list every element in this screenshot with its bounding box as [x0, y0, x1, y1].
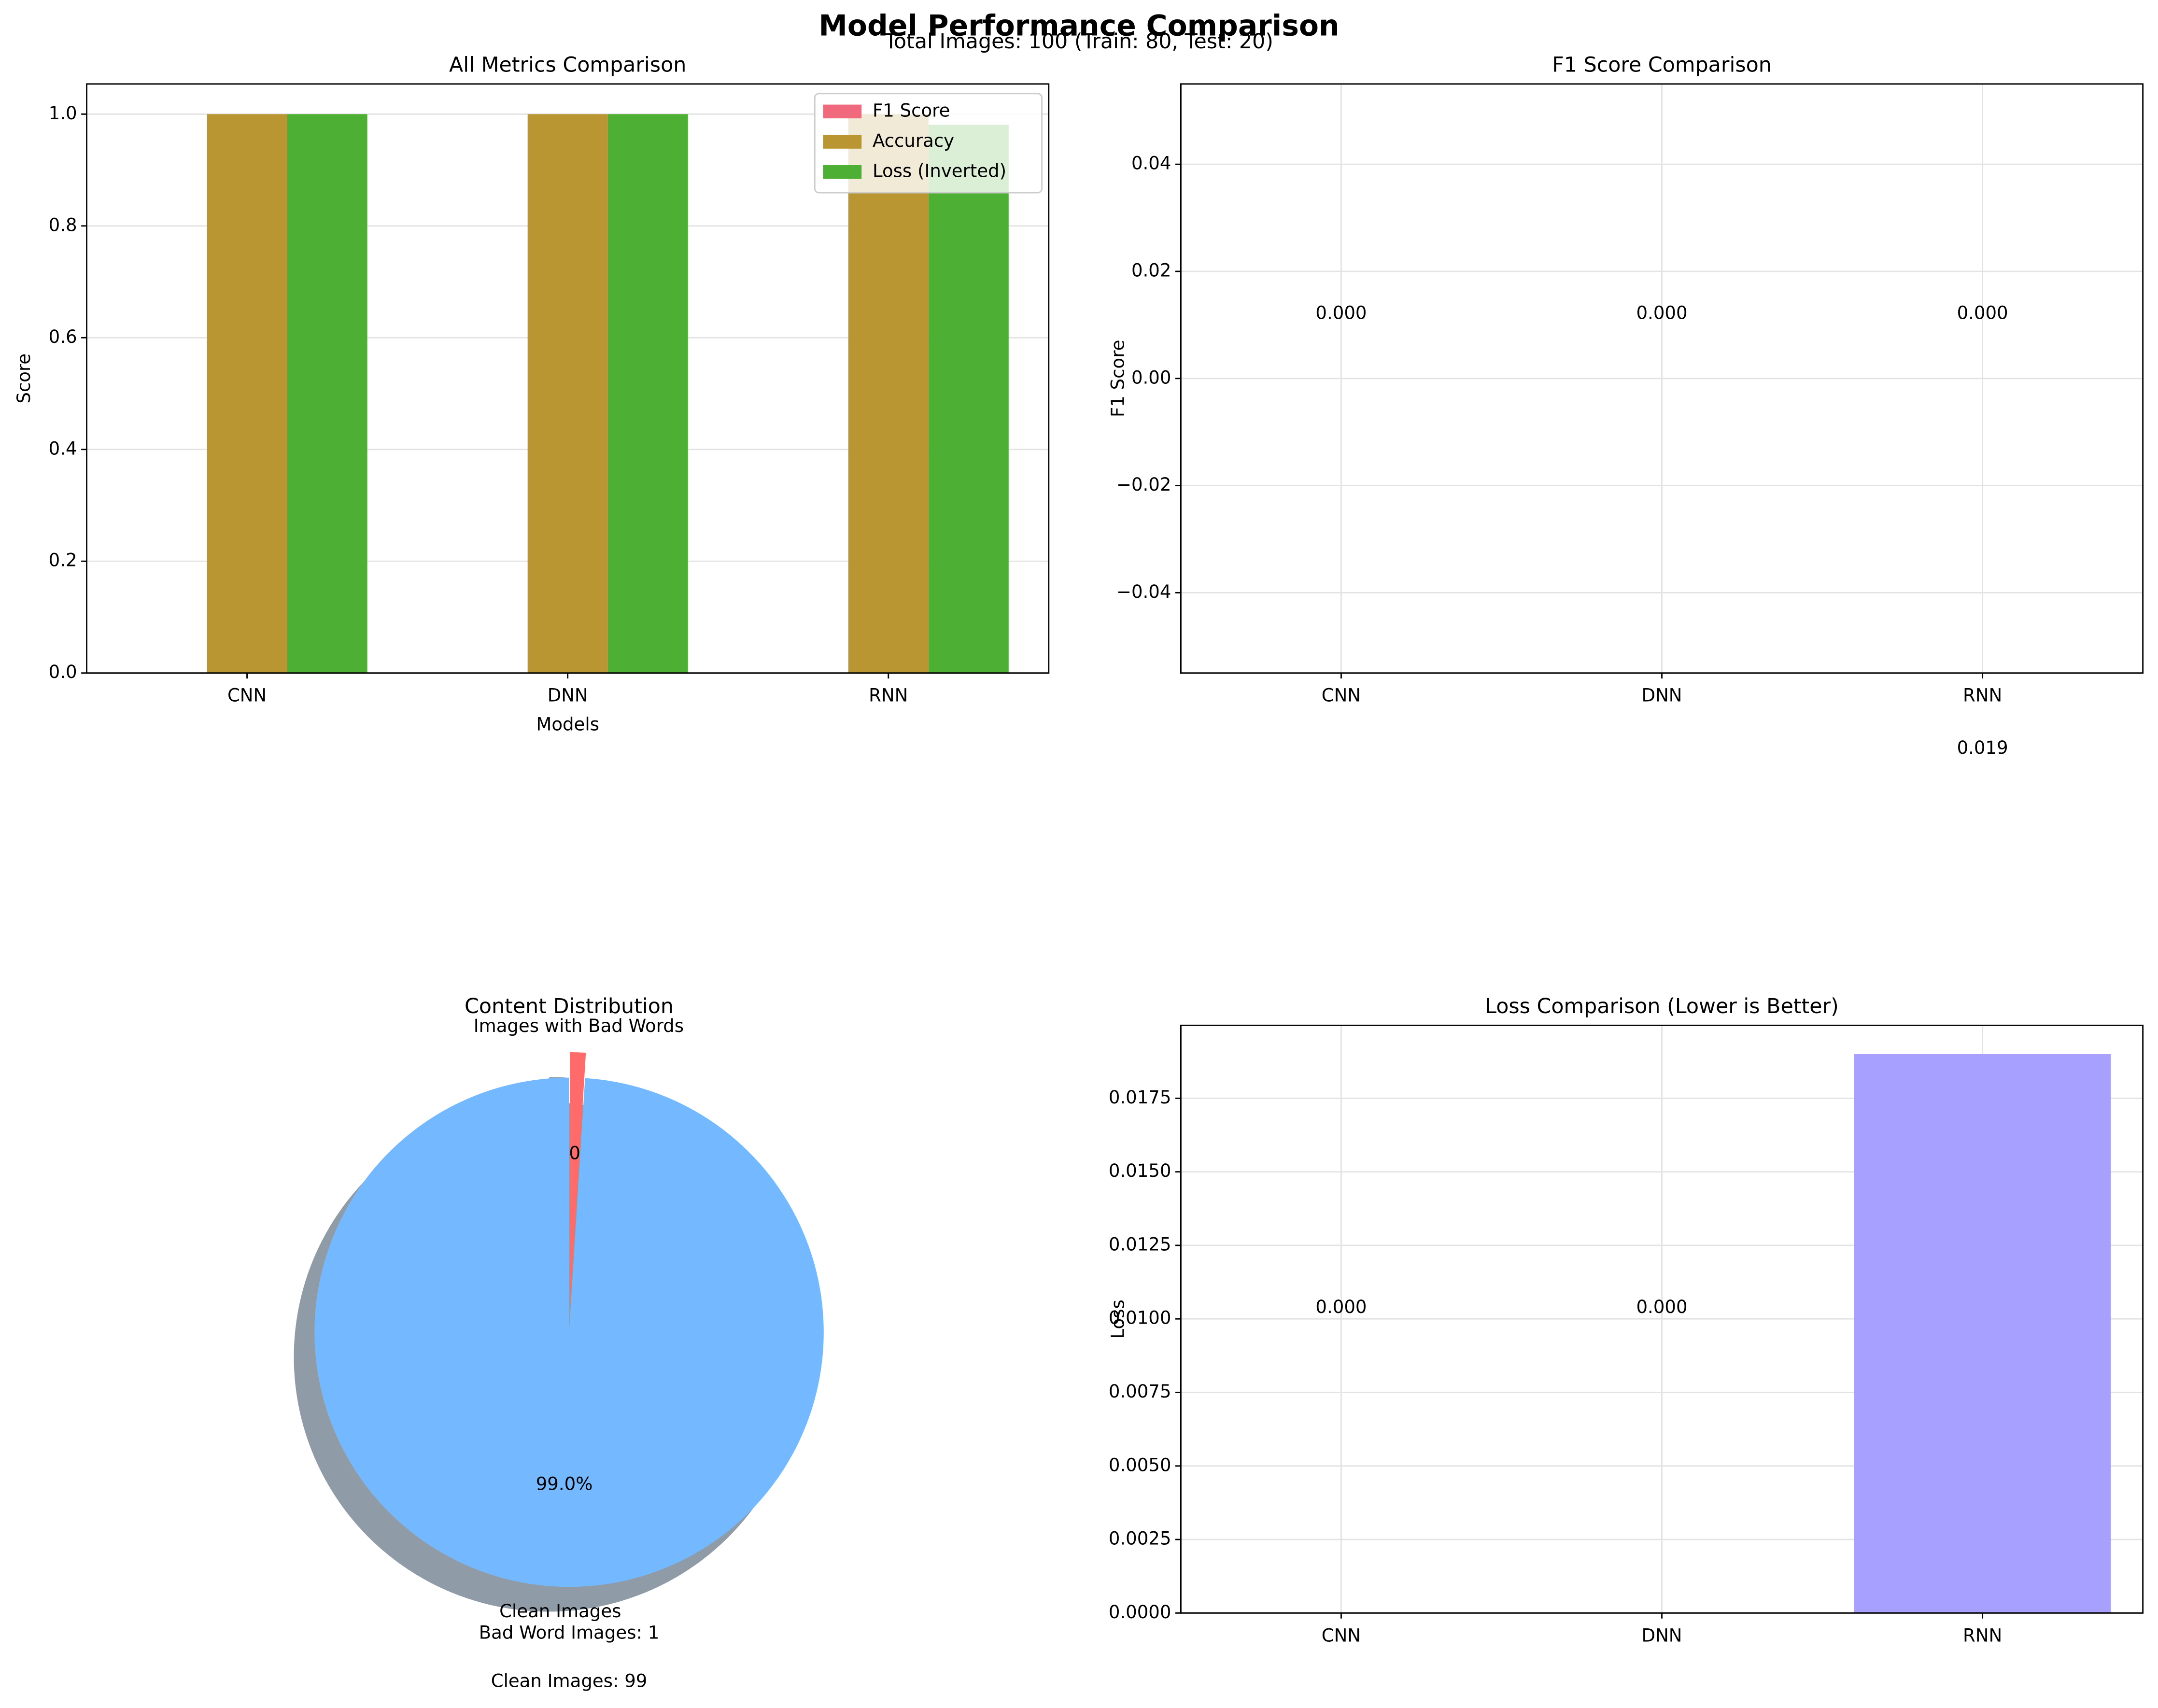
bar — [928, 125, 1009, 673]
y-tick-label: 0.4 — [49, 438, 77, 459]
legend-box — [814, 93, 1043, 194]
value-label: 0.000 — [1636, 1297, 1687, 1317]
legend-label: Accuracy — [873, 130, 954, 151]
wedge-label: Images with Bad Words — [474, 1016, 684, 1036]
legend-swatch — [823, 135, 862, 149]
wedge — [314, 1077, 824, 1587]
x-tick-label: CNN — [227, 685, 267, 706]
value-label: 0.000 — [1957, 303, 2008, 324]
x-tick-label: RNN — [869, 685, 908, 706]
legend-label: F1 Score — [873, 100, 950, 121]
x-tick-label: DNN — [548, 685, 588, 706]
wedge-label: Clean Images — [499, 1601, 621, 1622]
y-tick-label: 0.2 — [49, 550, 77, 571]
y-tick-label: 0.0 — [49, 662, 77, 682]
wedge-pct: 99.0% — [536, 1474, 593, 1495]
y-axis-label: F1 Score — [1108, 340, 1128, 417]
value-label: 0.000 — [1636, 303, 1687, 324]
y-tick-label: 1.0 — [49, 103, 77, 124]
value-label: 0.000 — [1315, 1297, 1367, 1317]
figure-subtitle: Total Images: 100 (Train: 80, Test: 20) — [884, 29, 1273, 54]
y-tick-label: 0.0175 — [1109, 1087, 1171, 1108]
y-tick-label: 0.02 — [1131, 260, 1171, 281]
y-tick-label: 0.00 — [1131, 367, 1171, 388]
axis-title: F1 Score Comparison — [1552, 53, 1772, 77]
axes-frame — [1180, 1024, 2144, 1614]
y-tick-label: 0.6 — [49, 326, 77, 347]
bar — [848, 114, 929, 673]
wedge — [570, 1052, 586, 1307]
y-tick-label: 0.0075 — [1109, 1381, 1171, 1402]
y-tick-label: 0.0150 — [1109, 1160, 1171, 1181]
y-tick-label: 0.0125 — [1109, 1234, 1171, 1255]
x-tick-label: DNN — [1642, 1625, 1682, 1646]
y-tick-label: −0.04 — [1116, 581, 1171, 602]
x-tick-label: RNN — [1963, 685, 2002, 706]
x-tick-label: CNN — [1322, 685, 1361, 706]
y-tick-label: 0.8 — [49, 214, 77, 235]
y-tick-label: 0.0000 — [1109, 1602, 1171, 1623]
bar — [207, 114, 287, 673]
bar — [607, 114, 688, 673]
x-axis-label: Models — [536, 714, 599, 735]
annotation: 0.019 — [1957, 737, 2008, 758]
figure-title: Model Performance Comparison — [818, 9, 1339, 43]
value-label: 0.000 — [1315, 303, 1367, 324]
annotation: Clean Images: 99 — [491, 1670, 648, 1691]
legend-swatch — [823, 104, 862, 119]
annotation: Bad Word Images: 1 — [479, 1623, 660, 1643]
axis-title: Loss Comparison (Lower is Better) — [1485, 994, 1839, 1018]
axes-frame — [1180, 83, 2144, 674]
y-tick-label: 0.0050 — [1109, 1454, 1171, 1475]
x-tick-label: RNN — [1963, 1625, 2002, 1646]
y-axis-label: Score — [14, 353, 34, 404]
legend-swatch — [823, 165, 862, 179]
axes-frame — [86, 83, 1050, 674]
axis-title: Content Distribution — [465, 994, 674, 1018]
bar — [1854, 1054, 2111, 1613]
y-tick-label: 0.0025 — [1109, 1528, 1171, 1549]
bar — [527, 114, 608, 673]
y-axis-label: Loss — [1108, 1299, 1128, 1339]
y-tick-label: 0.0100 — [1109, 1308, 1171, 1328]
x-tick-label: DNN — [1642, 685, 1682, 706]
y-tick-label: −0.02 — [1116, 474, 1171, 495]
y-tick-label: 0.04 — [1131, 153, 1171, 174]
legend-label: Loss (Inverted) — [873, 161, 1006, 182]
bar — [287, 114, 367, 673]
axis-title: All Metrics Comparison — [449, 53, 686, 77]
x-tick-label: CNN — [1322, 1625, 1361, 1646]
